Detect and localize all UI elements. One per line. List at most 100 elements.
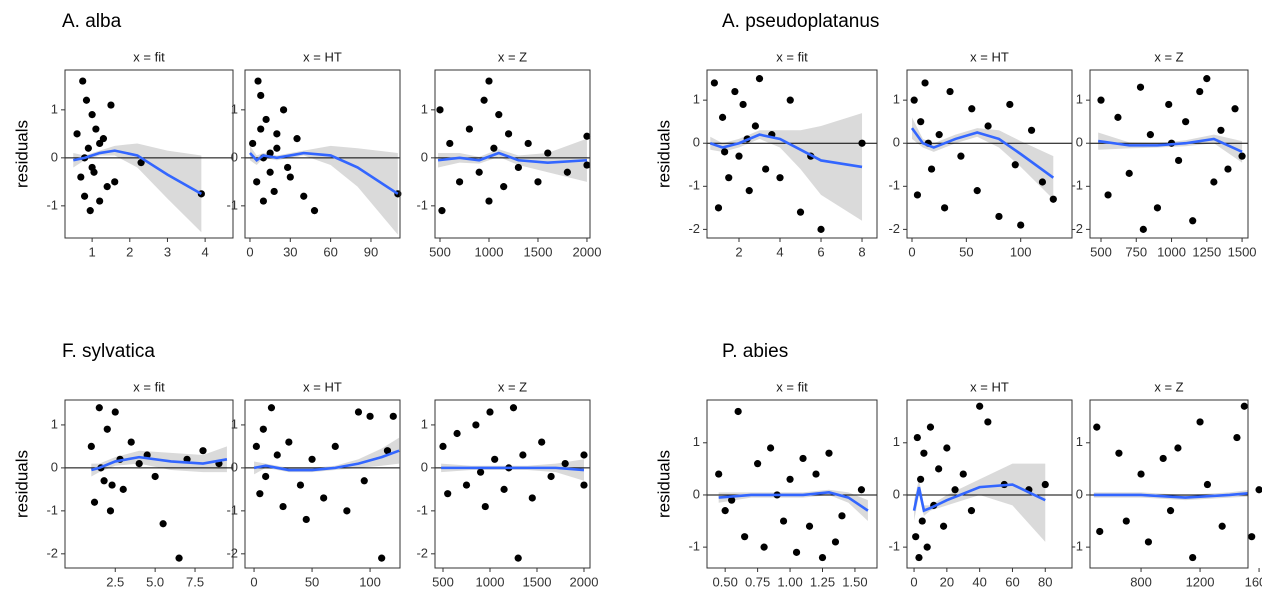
point — [1038, 178, 1047, 186]
point — [1224, 165, 1232, 173]
point — [273, 451, 281, 459]
facet-label: x = Z — [1154, 379, 1183, 394]
point — [968, 105, 976, 113]
point — [805, 522, 814, 530]
point — [1049, 195, 1057, 203]
point — [734, 407, 742, 416]
point — [199, 447, 207, 455]
point — [111, 408, 119, 416]
y-tick-label: 1 — [231, 416, 238, 431]
point — [913, 191, 922, 199]
point — [538, 438, 546, 446]
point — [1122, 517, 1130, 525]
x-tick-label: 3 — [164, 244, 171, 259]
point — [544, 149, 552, 157]
point — [776, 174, 784, 182]
point — [817, 225, 825, 233]
point — [266, 168, 274, 176]
point — [718, 113, 727, 121]
smooth-line — [73, 149, 202, 195]
point — [1137, 470, 1145, 478]
x-tick-label: 0 — [910, 574, 917, 589]
y-tick-label: 0 — [231, 149, 238, 164]
y-axis-label: residuals — [654, 120, 673, 188]
point — [967, 507, 976, 515]
x-tick-label: 80 — [1038, 574, 1052, 589]
point — [792, 548, 801, 556]
y-tick-label: 1 — [51, 101, 58, 116]
y-tick-label: -1 — [46, 502, 58, 517]
point — [107, 101, 115, 109]
x-tick-label: 1000 — [476, 574, 505, 589]
point — [831, 538, 840, 546]
smooth-line — [437, 151, 588, 164]
point — [462, 481, 471, 489]
point — [745, 187, 753, 195]
point — [476, 468, 485, 476]
point — [1203, 480, 1212, 489]
confidence-band — [914, 463, 1046, 542]
y-tick-label: -2 — [416, 545, 428, 560]
panel-border — [64, 69, 234, 239]
point — [88, 111, 96, 119]
point — [1017, 221, 1025, 229]
point — [254, 77, 262, 85]
point — [1125, 169, 1133, 177]
point — [946, 87, 954, 96]
point — [912, 533, 920, 541]
point — [1139, 225, 1147, 233]
panel-border — [434, 69, 591, 239]
y-tick-label: 1 — [893, 92, 900, 107]
point — [175, 554, 183, 562]
point — [917, 118, 925, 126]
point — [80, 192, 89, 200]
point — [481, 502, 489, 511]
confidence-band — [710, 113, 863, 221]
point — [751, 122, 759, 130]
x-tick-label: 2.5 — [106, 574, 124, 589]
point — [444, 490, 452, 498]
y-tick-label: 0 — [1076, 135, 1083, 150]
point — [389, 412, 397, 420]
point — [755, 75, 764, 83]
point — [453, 429, 461, 438]
y-tick-label: -2 — [888, 221, 900, 236]
y-tick-label: 1 — [421, 416, 428, 431]
y-tick-label: 0 — [421, 459, 428, 474]
point — [796, 208, 805, 216]
x-tick-label: 50 — [959, 244, 973, 259]
point — [310, 207, 319, 215]
point — [480, 96, 488, 104]
point — [825, 449, 833, 457]
point — [273, 144, 281, 152]
x-tick-label: 1200 — [1186, 574, 1215, 589]
point — [472, 421, 480, 429]
point — [1153, 204, 1162, 212]
facet-label: x = fit — [133, 379, 165, 394]
point — [766, 444, 775, 452]
point — [127, 438, 135, 446]
facet-label: x = fit — [776, 49, 808, 64]
smooth-line — [1093, 492, 1248, 499]
point — [1182, 118, 1190, 126]
point — [103, 183, 111, 191]
x-tick-label: 100 — [359, 574, 381, 589]
smooth-line — [718, 491, 869, 512]
point — [331, 442, 339, 451]
point — [1096, 527, 1104, 536]
point — [1104, 191, 1112, 199]
smooth-line — [253, 449, 400, 472]
point — [728, 496, 736, 504]
point — [475, 168, 483, 176]
point — [858, 139, 866, 147]
point — [439, 442, 447, 451]
point — [519, 451, 527, 459]
x-tick-label: 500 — [1090, 244, 1112, 259]
point — [108, 481, 116, 489]
x-tick-label: 1.50 — [842, 574, 867, 589]
smooth-line — [441, 466, 585, 472]
point — [490, 144, 498, 152]
point — [786, 475, 794, 483]
point — [943, 444, 951, 452]
x-tick-label: 4 — [202, 244, 209, 259]
